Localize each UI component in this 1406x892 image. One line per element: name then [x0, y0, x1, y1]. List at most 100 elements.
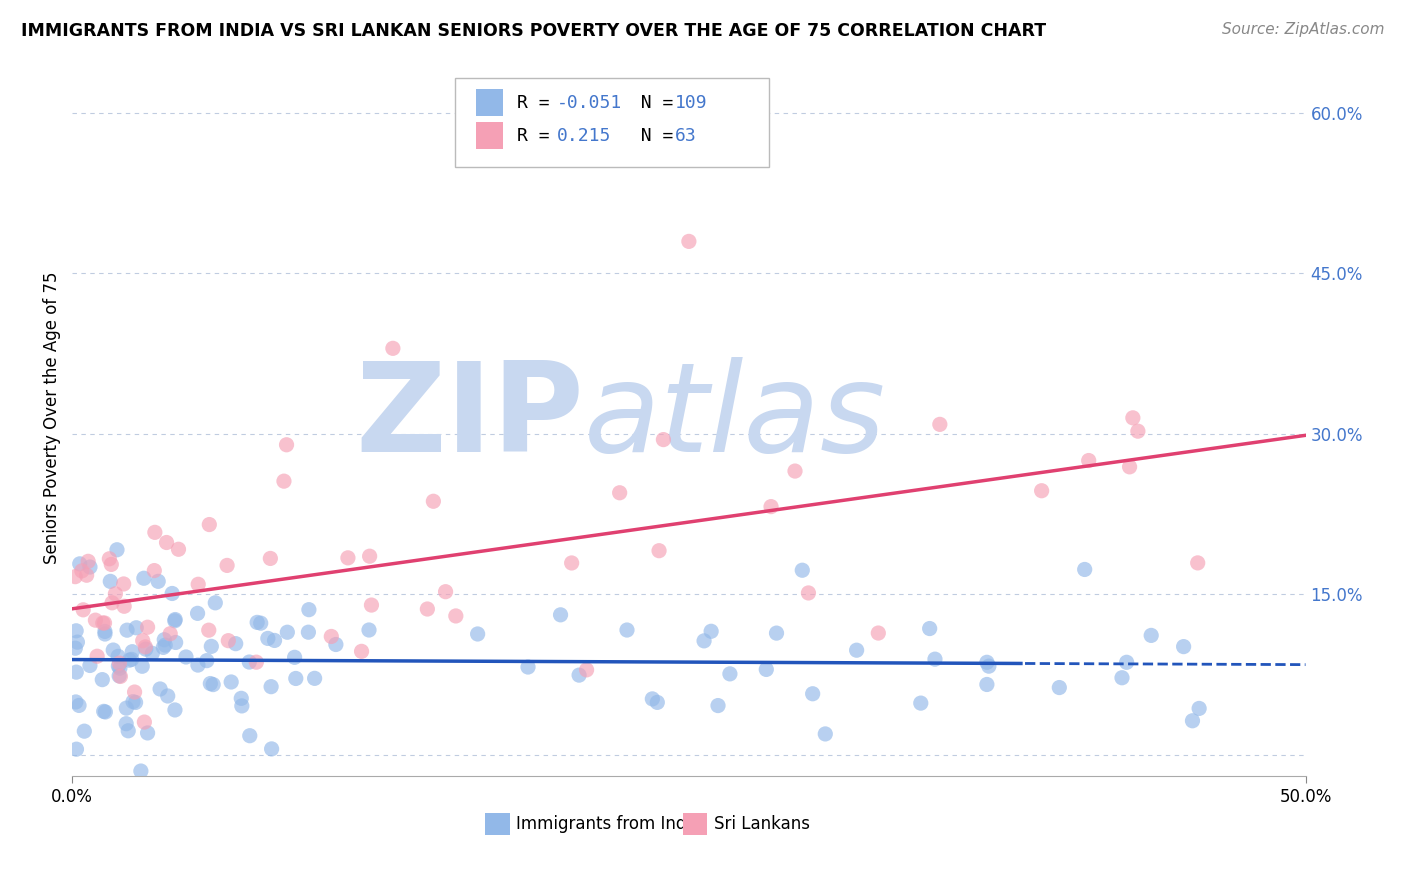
Point — [273, 474, 295, 488]
Point — [239, 729, 262, 743]
Point — [84, 613, 107, 627]
Point — [187, 658, 209, 673]
Point — [1118, 459, 1140, 474]
Point — [561, 556, 583, 570]
Point — [202, 677, 225, 691]
Point — [297, 625, 319, 640]
Point — [195, 654, 218, 668]
Point — [129, 764, 152, 778]
Point — [132, 571, 155, 585]
Point — [707, 698, 730, 713]
Point — [112, 577, 135, 591]
Point — [765, 626, 787, 640]
Point — [143, 525, 166, 540]
Point — [801, 687, 824, 701]
Point — [245, 655, 267, 669]
Point — [136, 726, 159, 740]
Point — [249, 616, 271, 631]
Point — [416, 602, 439, 616]
Point — [647, 695, 669, 709]
Point — [107, 649, 129, 664]
Point — [107, 659, 129, 673]
Text: 0.215: 0.215 — [557, 127, 612, 145]
Point — [434, 584, 457, 599]
Point — [159, 626, 181, 640]
Point — [1073, 562, 1095, 576]
Text: atlas: atlas — [583, 358, 886, 478]
Point — [108, 656, 131, 670]
Point — [67, 698, 90, 713]
Point — [94, 627, 117, 641]
Point — [550, 607, 572, 622]
Point — [198, 517, 221, 532]
Point — [121, 645, 143, 659]
Text: Immigrants from India: Immigrants from India — [516, 815, 702, 833]
Point — [336, 550, 359, 565]
Point — [783, 464, 806, 478]
FancyBboxPatch shape — [683, 814, 707, 835]
Point — [1122, 410, 1144, 425]
Point — [72, 603, 94, 617]
Point — [1077, 453, 1099, 467]
Point — [976, 677, 998, 691]
Point — [360, 598, 382, 612]
FancyBboxPatch shape — [485, 814, 510, 835]
Point — [131, 659, 153, 673]
Point — [1187, 556, 1209, 570]
Point — [260, 680, 283, 694]
Text: R =: R = — [517, 127, 561, 145]
Point — [238, 655, 260, 669]
Point — [93, 704, 115, 718]
Point — [200, 640, 222, 654]
Point — [1140, 628, 1163, 642]
Point — [263, 633, 285, 648]
Point — [112, 599, 135, 614]
Point — [121, 652, 143, 666]
Point — [165, 635, 187, 649]
Point — [143, 564, 166, 578]
Point — [167, 542, 190, 557]
Point — [575, 663, 598, 677]
Point — [115, 701, 138, 715]
Point — [124, 685, 146, 699]
Point — [616, 623, 638, 637]
Point — [797, 586, 820, 600]
FancyBboxPatch shape — [475, 122, 503, 149]
Point — [304, 671, 326, 685]
Point — [325, 638, 347, 652]
Point — [93, 615, 115, 630]
Point — [910, 696, 932, 710]
Text: N =: N = — [619, 127, 683, 145]
Point — [156, 689, 179, 703]
Point — [225, 637, 247, 651]
Point — [204, 596, 226, 610]
Point — [652, 433, 675, 447]
Point — [276, 625, 298, 640]
Point — [94, 624, 117, 639]
Point — [77, 554, 100, 568]
Point — [65, 695, 87, 709]
Point — [65, 624, 87, 638]
FancyBboxPatch shape — [454, 78, 769, 167]
Point — [73, 724, 96, 739]
Text: Source: ZipAtlas.com: Source: ZipAtlas.com — [1222, 22, 1385, 37]
Point — [160, 586, 183, 600]
Point — [284, 650, 307, 665]
Point — [792, 563, 814, 577]
Point — [98, 574, 121, 589]
Point — [163, 703, 186, 717]
Point — [976, 655, 998, 669]
Point — [678, 235, 700, 249]
Point — [100, 558, 122, 572]
Text: 109: 109 — [675, 94, 709, 112]
Point — [1126, 424, 1149, 438]
Point — [928, 417, 950, 432]
Point — [755, 662, 778, 676]
Point — [284, 672, 307, 686]
Point — [1181, 714, 1204, 728]
Point — [134, 640, 156, 654]
Text: 63: 63 — [675, 127, 697, 145]
Point — [568, 668, 591, 682]
Point — [132, 633, 155, 648]
Point — [149, 681, 172, 696]
